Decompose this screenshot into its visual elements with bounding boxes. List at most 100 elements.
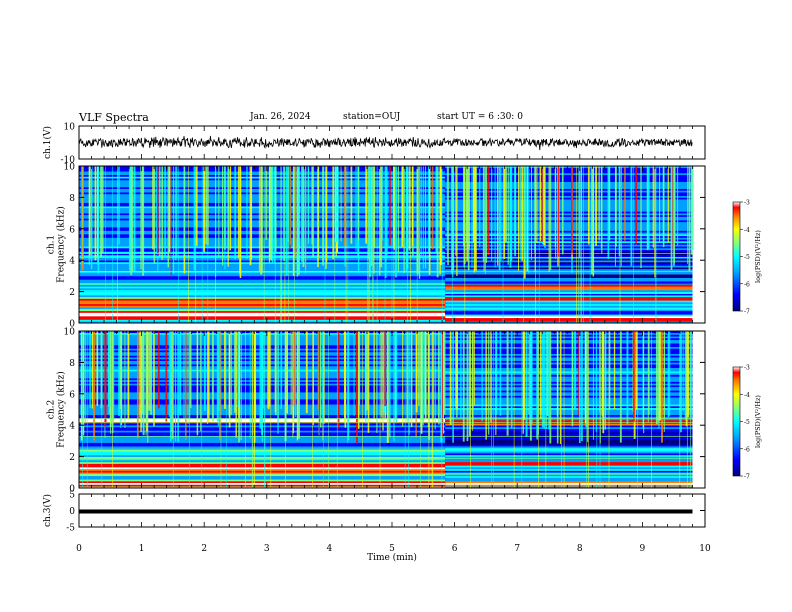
sferic-streak	[417, 331, 420, 406]
sferic-streak	[183, 331, 185, 420]
spectral-band	[445, 295, 693, 298]
sferic-streak	[485, 331, 487, 440]
sferic-streak	[200, 331, 202, 432]
spectral-line	[545, 331, 547, 488]
spectral-band	[445, 355, 693, 358]
sferic-streak	[382, 166, 384, 241]
start-time-label: start UT = 6 :30: 0	[437, 112, 523, 122]
spectral-band	[445, 412, 693, 416]
y-tick-label: 10	[64, 163, 76, 173]
sferic-streak	[211, 331, 214, 422]
spectral-line	[585, 331, 587, 488]
spectral-band	[79, 474, 446, 477]
sferic-streak	[267, 331, 270, 410]
spectral-line	[655, 166, 657, 323]
spectral-line	[393, 166, 395, 323]
sferic-streak	[659, 166, 661, 243]
colorbar-label: log(PSD)(V²/Hz)	[754, 395, 762, 448]
spectral-band	[79, 451, 446, 454]
x-tick-label: 5	[389, 544, 395, 554]
spectral-band	[445, 426, 693, 429]
sferic-streak	[373, 166, 375, 274]
sferic-streak	[373, 331, 375, 419]
spectral-band	[79, 482, 446, 485]
sferic-streak	[592, 331, 594, 440]
spectral-band	[445, 199, 693, 202]
sferic-streak	[261, 331, 263, 435]
spectral-line	[117, 166, 118, 323]
sferic-streak	[285, 166, 288, 276]
sferic-streak	[472, 331, 474, 431]
spectral-line	[578, 166, 580, 323]
sferic-streak	[472, 166, 475, 243]
colorbar-tick-label: -7	[744, 474, 750, 481]
spectral-band	[445, 392, 693, 395]
spectral-band	[445, 440, 693, 443]
spectral-band	[445, 272, 693, 275]
sferic-streak	[369, 166, 372, 277]
colorbar-tick-label: -6	[744, 446, 750, 453]
sferic-streak	[335, 166, 338, 243]
sferic-streak	[460, 331, 462, 419]
spectral-band	[79, 314, 446, 317]
sferic-streak	[482, 166, 485, 262]
sferic-streak	[473, 331, 475, 406]
sferic-streak	[207, 331, 209, 424]
sferic-streak	[422, 331, 424, 425]
sferic-streak	[574, 331, 577, 410]
spectral-line	[245, 331, 246, 488]
spectral-line	[324, 166, 326, 323]
sferic-streak	[82, 331, 85, 436]
sferic-streak	[548, 331, 551, 430]
sferic-streak	[177, 331, 179, 442]
spectral-band	[445, 468, 693, 471]
sferic-streak	[119, 331, 122, 410]
sferic-streak	[84, 331, 86, 423]
spectral-line	[285, 331, 286, 488]
sferic-streak	[614, 166, 616, 267]
spectral-line	[589, 166, 591, 323]
spectral-line	[535, 166, 536, 323]
spectral-band	[445, 339, 693, 342]
spectral-band	[445, 358, 693, 361]
sferic-streak	[526, 166, 528, 269]
spectral-band	[445, 221, 693, 224]
spectral-band	[445, 254, 693, 258]
spectral-band	[79, 468, 446, 471]
sferic-streak	[465, 166, 467, 243]
spectral-band	[445, 428, 693, 431]
spectral-band	[445, 275, 693, 278]
sferic-streak	[500, 166, 502, 261]
spectral-band	[445, 241, 693, 244]
x-tick-label: 10	[699, 544, 711, 554]
spectral-band	[445, 218, 693, 221]
sferic-streak	[367, 166, 369, 259]
sferic-streak	[227, 166, 229, 267]
sferic-streak	[607, 166, 610, 259]
sferic-streak	[343, 331, 346, 423]
spectral-line	[580, 166, 582, 323]
sferic-streak	[97, 166, 100, 274]
x-tick-label: 0	[76, 544, 82, 554]
sferic-streak	[118, 331, 120, 416]
spectral-line	[105, 166, 106, 323]
spectral-line	[79, 271, 693, 272]
sferic-streak	[376, 331, 378, 433]
x-tick-label: 4	[327, 544, 333, 554]
spectral-band	[445, 484, 693, 487]
sferic-streak	[543, 166, 546, 246]
sferic-streak	[618, 166, 621, 257]
sferic-streak	[415, 331, 418, 413]
spectral-band	[79, 456, 446, 459]
sferic-streak	[605, 331, 607, 409]
sferic-streak	[275, 166, 277, 252]
sferic-streak	[90, 166, 93, 270]
ch3-waveform-trace	[79, 509, 693, 514]
spectral-band	[445, 337, 693, 341]
spectral-band	[445, 444, 693, 447]
spectral-band	[79, 279, 446, 282]
x-tick-label: 1	[139, 544, 145, 554]
sferic-streak	[337, 331, 340, 429]
spectral-band	[445, 174, 693, 177]
